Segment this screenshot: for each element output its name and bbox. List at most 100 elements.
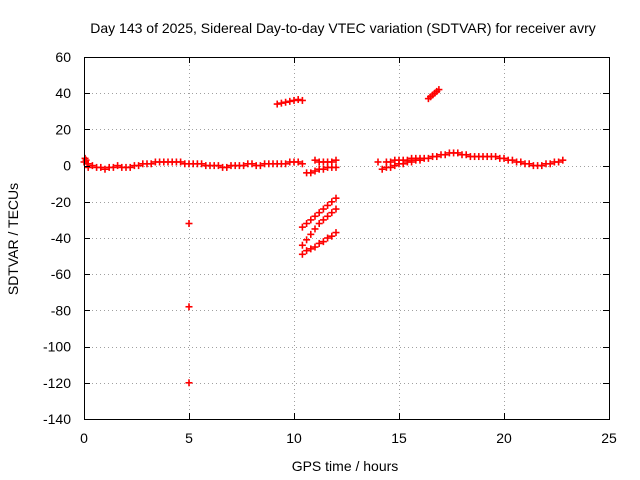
point-main-5 xyxy=(101,165,109,173)
point-outliers-5h-0 xyxy=(185,220,193,228)
point-start-spike-1 xyxy=(82,156,90,164)
data-points xyxy=(80,86,567,387)
point-seg-14-14 xyxy=(433,153,441,161)
x-axis-label: GPS time / hours xyxy=(292,458,399,474)
point-start-spike-3 xyxy=(84,163,92,171)
point-diag-1-4 xyxy=(315,209,323,217)
y-tick-labels: 60 40 20 0 -20 -40 -60 -80 -100 -120 -140 xyxy=(43,49,71,427)
point-diag-1-1 xyxy=(303,220,311,228)
y-tick-label-2: 20 xyxy=(55,121,71,137)
point-main-23 xyxy=(177,158,185,166)
point-seg-20-13 xyxy=(546,160,554,168)
point-seg-14-12 xyxy=(424,154,432,162)
point-seg-20-6 xyxy=(517,158,525,166)
point-main-28 xyxy=(198,160,206,168)
point-main-2 xyxy=(88,162,96,170)
y-tick-label-9: -120 xyxy=(43,375,71,391)
point-outliers-5h-2 xyxy=(185,379,193,387)
point-main-16 xyxy=(147,160,155,168)
point-seg-14-19 xyxy=(454,149,462,157)
point-seg-11b-2 xyxy=(311,167,319,175)
point-main-38 xyxy=(240,162,248,170)
point-main-11 xyxy=(126,163,134,171)
x-tick-label-3: 15 xyxy=(391,430,407,446)
point-diag-1-7 xyxy=(328,198,336,206)
grid xyxy=(84,57,609,419)
y-axis-label: SDTVAR / TECUs xyxy=(5,183,21,295)
point-seg-20-4 xyxy=(508,156,516,164)
point-diag-3-5 xyxy=(319,238,327,246)
point-diag-3-0 xyxy=(298,250,306,258)
point-arc-35-4 xyxy=(290,96,298,104)
point-seg-14-1 xyxy=(378,165,386,173)
point-main-4 xyxy=(97,163,105,171)
point-arc-35-5 xyxy=(294,96,302,104)
point-diag-2-0 xyxy=(298,241,306,249)
point-arc-35-0 xyxy=(273,100,281,108)
point-main-51 xyxy=(294,158,302,166)
x-tick-label-4: 20 xyxy=(496,430,512,446)
point-arc-35-2 xyxy=(282,98,290,106)
point-diag-2-1 xyxy=(303,236,311,244)
y-tick-label-3: 0 xyxy=(63,158,71,174)
point-diag-3-2 xyxy=(307,245,315,253)
point-seg-11a-5 xyxy=(332,156,340,164)
y-tick-label-6: -60 xyxy=(51,266,71,282)
point-seg-20-2 xyxy=(500,154,508,162)
point-diag-3-7 xyxy=(328,232,336,240)
point-seg-11b-1 xyxy=(307,169,315,177)
point-diag-3-8 xyxy=(332,229,340,237)
point-diag-2-4 xyxy=(315,220,323,228)
y-tick-label-7: -80 xyxy=(51,302,71,318)
point-diag-2-6 xyxy=(324,212,332,220)
point-arc-35-1 xyxy=(277,99,285,107)
point-arc-40-5 xyxy=(435,86,443,94)
point-arc-35-3 xyxy=(286,97,294,105)
point-diag-1-6 xyxy=(324,201,332,209)
point-seg-11b-4 xyxy=(319,165,327,173)
point-seg-20-0 xyxy=(492,153,500,161)
point-diag-2-2 xyxy=(307,230,315,238)
point-diag-3-3 xyxy=(311,243,319,251)
point-arc-35-6 xyxy=(298,96,306,104)
x-tick-label-1: 5 xyxy=(185,430,193,446)
point-diag-2-3 xyxy=(311,225,319,233)
y-tick-label-0: 60 xyxy=(55,49,71,65)
point-diag-1-8 xyxy=(332,194,340,202)
point-seg-20-8 xyxy=(525,160,533,168)
x-tick-label-5: 25 xyxy=(601,430,617,446)
point-diag-2-7 xyxy=(328,209,336,217)
y-tick-label-4: -20 xyxy=(51,194,71,210)
point-seg-20-16 xyxy=(559,156,567,164)
point-seg-14-upper-5 xyxy=(403,156,411,164)
y-tick-label-1: 40 xyxy=(55,85,71,101)
axis-ticks xyxy=(84,57,610,420)
point-diag-1-3 xyxy=(311,212,319,220)
point-seg-20-11 xyxy=(538,162,546,170)
point-diag-3-1 xyxy=(303,247,311,255)
point-seg-14-0 xyxy=(374,158,382,166)
x-tick-label-2: 10 xyxy=(286,430,302,446)
point-seg-14-16 xyxy=(441,151,449,159)
point-main-32 xyxy=(214,162,222,170)
point-main-34 xyxy=(223,163,231,171)
point-seg-14-upper-1 xyxy=(387,158,395,166)
point-seg-14-upper-8 xyxy=(416,154,424,162)
point-diag-3-4 xyxy=(315,239,323,247)
point-seg-20-15 xyxy=(555,158,563,166)
point-main-7 xyxy=(109,163,117,171)
point-seg-11b-7 xyxy=(332,163,340,171)
point-main-13 xyxy=(135,162,143,170)
point-diag-1-2 xyxy=(307,216,315,224)
point-main-8 xyxy=(114,162,122,170)
point-diag-1-0 xyxy=(298,223,306,231)
point-main-42 xyxy=(256,162,264,170)
x-tick-labels: 0 5 10 15 20 25 xyxy=(80,430,617,446)
point-main-40 xyxy=(248,160,256,168)
point-main-48 xyxy=(282,160,290,168)
x-tick-label-0: 0 xyxy=(80,430,88,446)
y-tick-label-10: -140 xyxy=(43,411,71,427)
y-tick-label-8: -100 xyxy=(43,339,71,355)
y-tick-label-5: -40 xyxy=(51,230,71,246)
